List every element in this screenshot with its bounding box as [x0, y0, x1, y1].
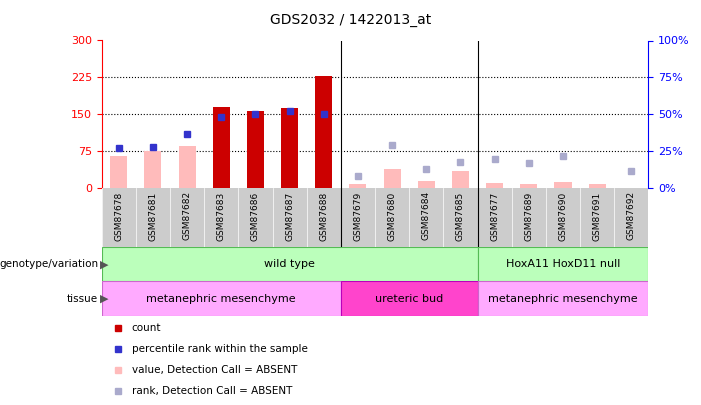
Text: wild type: wild type [264, 259, 315, 269]
Text: GSM87691: GSM87691 [592, 191, 601, 241]
Text: GSM87684: GSM87684 [422, 191, 431, 241]
Bar [477, 247, 648, 281]
Text: GSM87682: GSM87682 [182, 191, 191, 241]
Text: count: count [132, 323, 161, 333]
Bar [418, 181, 435, 188]
Text: GSM87692: GSM87692 [627, 191, 636, 241]
Text: GSM87678: GSM87678 [114, 191, 123, 241]
Text: GSM87690: GSM87690 [559, 191, 568, 241]
Bar [315, 76, 332, 188]
Text: ▶: ▶ [100, 259, 109, 269]
Text: GSM87689: GSM87689 [524, 191, 533, 241]
Text: HoxA11 HoxD11 null: HoxA11 HoxD11 null [506, 259, 620, 269]
Text: GSM87686: GSM87686 [251, 191, 260, 241]
Text: ▶: ▶ [100, 294, 109, 304]
Bar [110, 156, 128, 188]
Bar [486, 183, 503, 188]
Bar [477, 281, 648, 316]
Text: GSM87688: GSM87688 [319, 191, 328, 241]
Text: GSM87680: GSM87680 [388, 191, 397, 241]
Bar [589, 184, 606, 188]
Text: metanephric mesenchyme: metanephric mesenchyme [488, 294, 638, 304]
Bar [102, 247, 477, 281]
Text: rank, Detection Call = ABSENT: rank, Detection Call = ABSENT [132, 386, 292, 396]
Text: GSM87679: GSM87679 [353, 191, 362, 241]
Bar [349, 184, 367, 188]
Bar [452, 171, 469, 188]
Text: GSM87677: GSM87677 [490, 191, 499, 241]
Bar [281, 108, 298, 188]
Bar [383, 168, 401, 188]
Bar [144, 151, 161, 188]
Text: GSM87683: GSM87683 [217, 191, 226, 241]
Text: GSM87687: GSM87687 [285, 191, 294, 241]
Text: tissue: tissue [67, 294, 98, 304]
Bar [341, 281, 477, 316]
Bar [247, 111, 264, 188]
Bar [212, 107, 230, 188]
Text: metanephric mesenchyme: metanephric mesenchyme [147, 294, 296, 304]
Bar [554, 182, 571, 188]
Text: GDS2032 / 1422013_at: GDS2032 / 1422013_at [270, 13, 431, 27]
Bar [520, 184, 538, 188]
Text: value, Detection Call = ABSENT: value, Detection Call = ABSENT [132, 365, 297, 375]
Text: GSM87685: GSM87685 [456, 191, 465, 241]
Bar [179, 147, 196, 188]
Text: genotype/variation: genotype/variation [0, 259, 98, 269]
Text: GSM87681: GSM87681 [149, 191, 158, 241]
Text: ureteric bud: ureteric bud [375, 294, 443, 304]
Text: percentile rank within the sample: percentile rank within the sample [132, 344, 308, 354]
Bar [102, 281, 341, 316]
